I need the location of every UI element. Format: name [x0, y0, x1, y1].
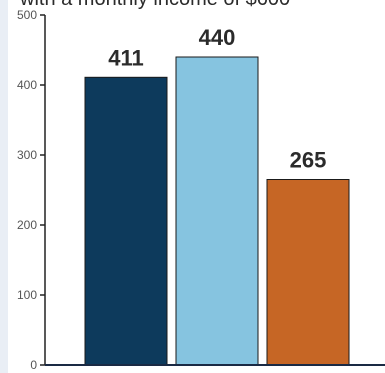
bar-data-label: 411: [108, 45, 144, 70]
y-tick-label: 400: [17, 78, 37, 92]
bar: [175, 56, 259, 366]
y-tick-label: 300: [17, 148, 37, 162]
left-margin-strip: [0, 0, 8, 373]
bar: [266, 179, 350, 366]
y-tick-label: 0: [30, 358, 37, 372]
y-tick-label: 500: [17, 8, 37, 22]
bar-data-label: 265: [290, 148, 327, 173]
y-tick-label: 200: [17, 218, 37, 232]
chart-title: with a monthly income of $600: [20, 0, 290, 11]
y-tick-label: 100: [17, 288, 37, 302]
bar: [84, 76, 168, 366]
bar-data-label: 440: [199, 25, 236, 50]
